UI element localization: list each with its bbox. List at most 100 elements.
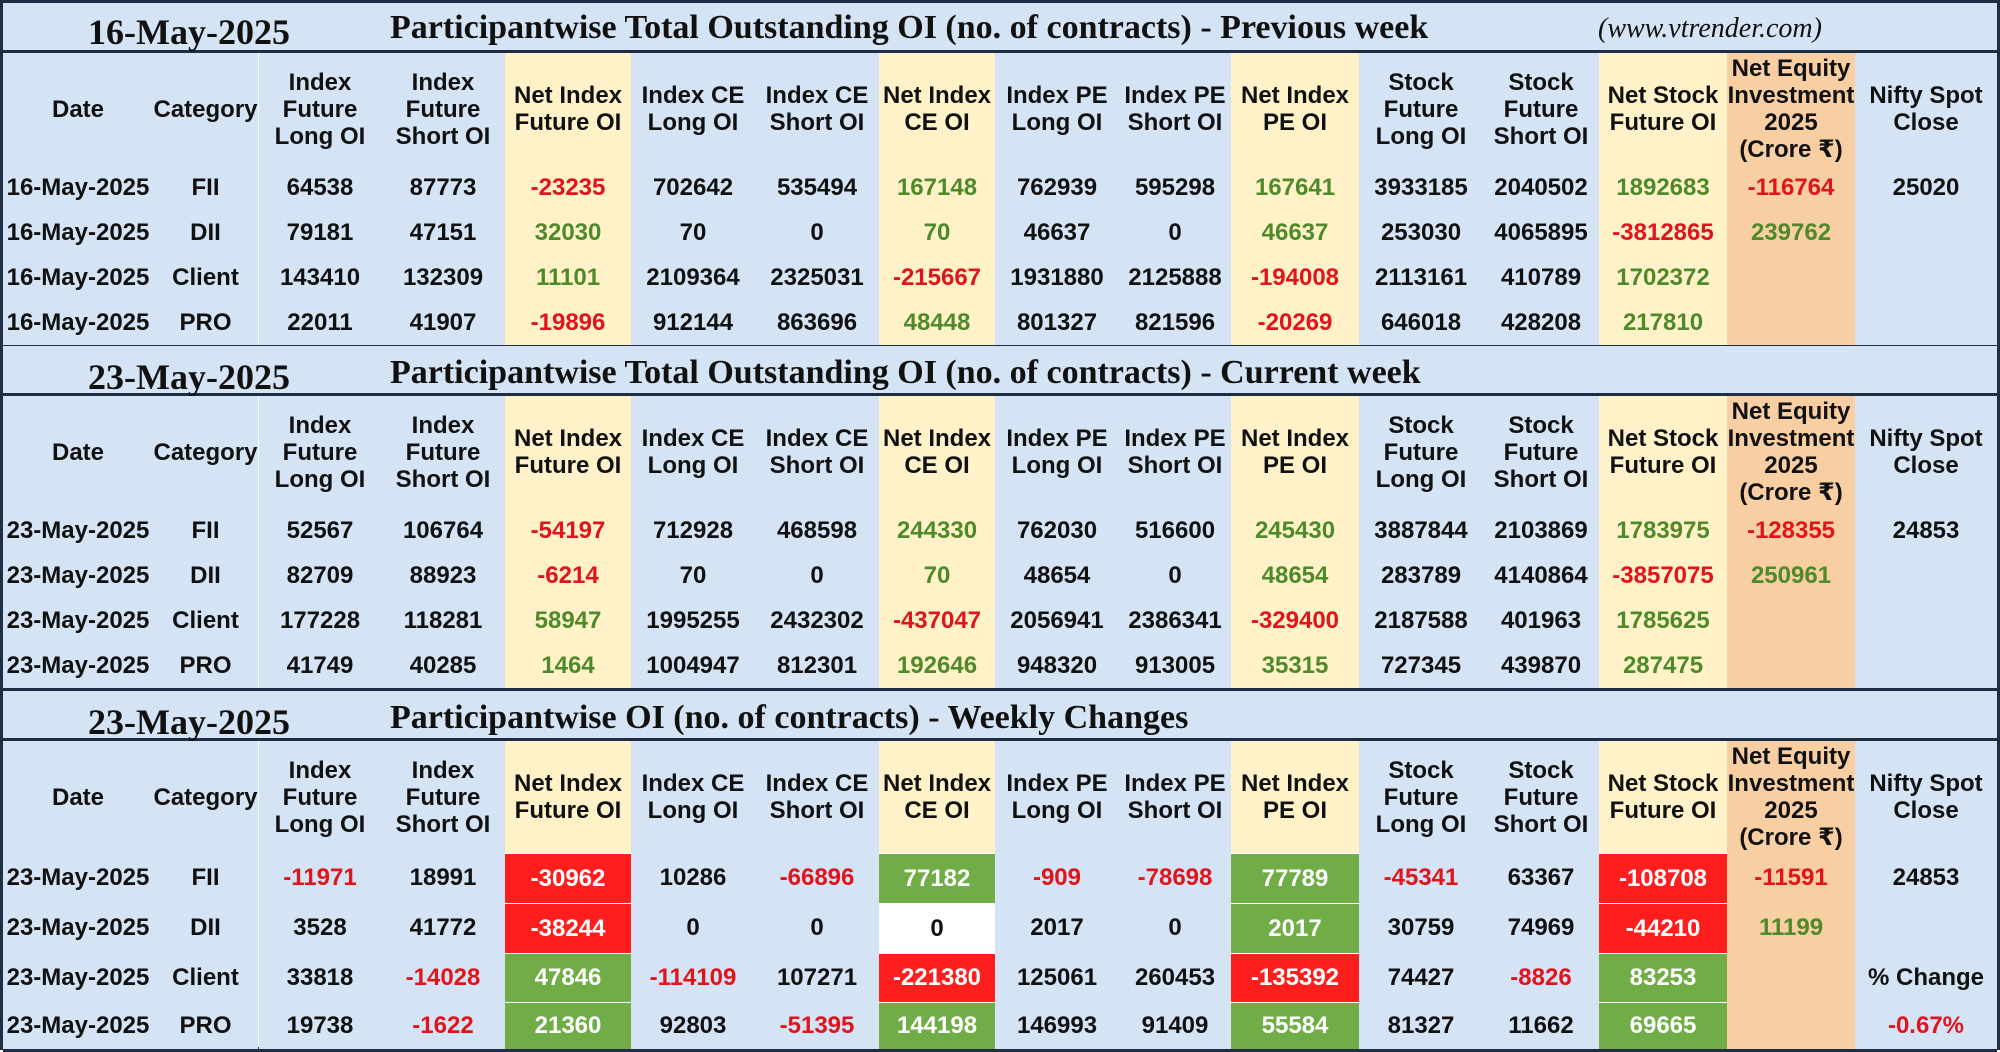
column-bg — [3, 508, 153, 688]
column-header: Nifty Spot Close — [1855, 53, 1997, 165]
data-cell: 92803 — [659, 1011, 727, 1039]
data-cell: 2103869 — [1494, 516, 1588, 544]
data-cell: 2056941 — [1010, 606, 1104, 634]
column-bg — [1119, 165, 1231, 345]
column-header: Date — [3, 741, 153, 853]
column-header: Nifty Spot Close — [1855, 741, 1997, 853]
column-header: Net Index PE OI — [1231, 53, 1359, 165]
column-header: Net Index Future OI — [505, 396, 631, 508]
section-title: Participantwise Total Outstanding OI (no… — [390, 9, 1429, 46]
data-cell: 18991 — [409, 864, 477, 891]
data-cell: 77789 — [1231, 853, 1359, 903]
equity-column-bg — [1727, 853, 1855, 1049]
net-column-bg — [879, 165, 995, 345]
column-bg — [995, 508, 1119, 688]
data-cell: 41749 — [286, 651, 354, 679]
column-header: Index CE Short OI — [755, 53, 879, 165]
column-bg — [259, 853, 381, 1049]
data-cell: 4065895 — [1494, 218, 1588, 246]
data-cell: -1622 — [412, 1011, 474, 1039]
data-cell: 3933185 — [1374, 173, 1468, 201]
data-cell: 24853 — [1892, 864, 1960, 891]
column-bg — [755, 508, 879, 688]
data-cell: 46637 — [1023, 218, 1091, 246]
data-cell: 1785625 — [1616, 606, 1710, 634]
data-cell: 177228 — [279, 606, 361, 634]
column-header: Net Stock Future OI — [1599, 396, 1727, 508]
column-bg — [3, 165, 153, 345]
row-date: 23-May-2025 — [6, 864, 150, 891]
data-cell: 47151 — [409, 218, 477, 246]
data-cell: 2113161 — [1374, 263, 1468, 291]
data-cell: 107271 — [776, 963, 858, 991]
net-column-bg — [1599, 508, 1727, 688]
data-cell: 1931880 — [1010, 263, 1104, 291]
column-bg — [381, 508, 505, 688]
data-cell: 2040502 — [1494, 173, 1588, 201]
section-title-bar: 23-May-2025 Participantwise OI (no. of co… — [3, 691, 1997, 742]
row-date: 23-May-2025 — [6, 606, 150, 634]
data-cell: 11662 — [1508, 1011, 1574, 1039]
column-bg — [631, 508, 755, 688]
site-url: (www.vtrender.com) — [1598, 13, 1822, 44]
column-header: Index PE Short OI — [1119, 396, 1231, 508]
data-cell: 727345 — [1380, 651, 1462, 679]
data-cell: 2386341 — [1128, 606, 1222, 634]
column-header: Net Index PE OI — [1231, 396, 1359, 508]
data-cell: 4140864 — [1494, 561, 1588, 589]
column-header: Net Index PE OI — [1231, 741, 1359, 853]
data-cell: % Change — [1867, 963, 1984, 991]
row-category: PRO — [179, 1011, 232, 1039]
row-category: DII — [190, 914, 221, 941]
data-cell: 535494 — [776, 173, 858, 201]
data-cell: 63367 — [1507, 864, 1575, 891]
data-cell: 10286 — [659, 864, 727, 891]
column-bg — [1855, 165, 1997, 345]
data-cell: 283789 — [1380, 561, 1462, 589]
data-cell: 69665 — [1599, 1002, 1727, 1049]
column-header: Stock Future Long OI — [1359, 396, 1483, 508]
column-header: Category — [153, 53, 258, 165]
column-header: Date — [3, 53, 153, 165]
data-cell: 70 — [923, 218, 951, 246]
data-cell: -114109 — [649, 963, 737, 991]
data-cell: 812301 — [776, 651, 858, 679]
column-header: Stock Future Short OI — [1483, 396, 1599, 508]
data-cell: 0 — [1168, 561, 1182, 589]
data-cell: 77182 — [879, 853, 995, 903]
data-cell: 410789 — [1500, 263, 1582, 291]
data-cell: 1464 — [541, 651, 595, 679]
row-date: 23-May-2025 — [6, 516, 150, 544]
row-date: 23-May-2025 — [6, 561, 150, 589]
data-cell: 217810 — [1622, 308, 1704, 336]
column-bg — [3, 853, 153, 1049]
data-cell: 253030 — [1380, 218, 1462, 246]
column-header: Date — [3, 396, 153, 508]
column-header: Index PE Long OI — [995, 396, 1119, 508]
data-cell: 41907 — [409, 308, 477, 336]
section-date: 23-May-2025 — [88, 702, 290, 742]
section-title-bar: 16-May-2025 Participantwise Total Outstan… — [3, 3, 1997, 53]
data-cell: 30759 — [1387, 914, 1455, 941]
data-cell: -8826 — [1510, 963, 1572, 991]
column-header: Index CE Short OI — [755, 396, 879, 508]
column-bg — [153, 508, 258, 688]
data-cell: -44210 — [1599, 903, 1727, 953]
column-bg — [1855, 853, 1997, 1049]
row-date: 16-May-2025 — [6, 308, 150, 336]
column-header: Index Future Long OI — [259, 741, 381, 853]
data-cell: 1892683 — [1616, 173, 1710, 201]
data-cell: 401963 — [1500, 606, 1582, 634]
data-cell: 144198 — [879, 1002, 995, 1049]
data-cell: 32030 — [534, 218, 602, 246]
data-cell: 439870 — [1500, 651, 1582, 679]
row-category: DII — [190, 561, 221, 589]
column-header: Net Index CE OI — [879, 53, 995, 165]
row-date: 16-May-2025 — [6, 173, 150, 201]
data-cell: 146993 — [1016, 1011, 1098, 1039]
row-category: Client — [172, 963, 239, 991]
row-date: 16-May-2025 — [6, 263, 150, 291]
column-bg — [1359, 508, 1483, 688]
row-category: PRO — [179, 308, 232, 336]
data-cell: 88923 — [409, 561, 477, 589]
